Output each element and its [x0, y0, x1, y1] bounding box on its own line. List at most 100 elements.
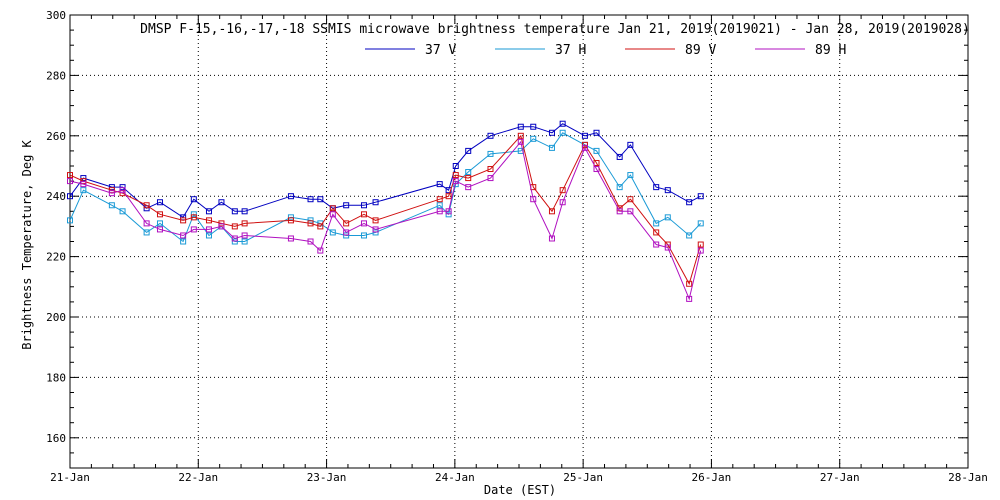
data-point	[329, 205, 336, 212]
axis-ticks: 21-Jan 22-Jan 23-Jan 24-Jan 25-Jan 26-Jan 27-J…	[46, 9, 988, 484]
data-point	[593, 159, 600, 166]
data-point	[372, 226, 379, 233]
series-line	[69, 140, 702, 301]
data-point	[231, 235, 238, 242]
series-89-h	[67, 138, 704, 302]
data-point	[317, 223, 324, 230]
data-point	[372, 217, 379, 224]
data-point	[329, 229, 336, 236]
data-point	[559, 120, 566, 127]
data-point	[287, 214, 294, 221]
data-point	[452, 172, 459, 179]
x-tick-label: 25-Jan	[563, 471, 603, 484]
data-point	[156, 226, 163, 233]
x-tick-label: 24-Jan	[435, 471, 475, 484]
legend-label: 37 V	[425, 43, 456, 58]
data-point	[517, 138, 524, 145]
data-point	[218, 199, 225, 206]
data-point	[548, 235, 555, 242]
data-point	[108, 187, 115, 194]
data-point	[436, 208, 443, 215]
data-point	[436, 181, 443, 188]
y-tick-label: 260	[46, 130, 66, 143]
data-point	[67, 178, 73, 185]
data-point	[653, 220, 660, 227]
data-point	[627, 141, 634, 148]
data-point	[465, 184, 472, 191]
data-point	[653, 229, 660, 236]
data-point	[80, 187, 87, 194]
data-point	[108, 202, 115, 209]
data-point	[205, 217, 212, 224]
data-point	[317, 247, 324, 254]
data-point	[205, 208, 212, 215]
data-point	[593, 129, 600, 136]
data-point	[231, 223, 238, 230]
data-point	[156, 199, 163, 206]
data-point	[360, 232, 367, 239]
data-point	[593, 147, 600, 154]
data-point	[108, 190, 115, 197]
data-point	[218, 223, 225, 230]
chart-title: DMSP F-15,-16,-17,-18 SSMIS microwave br…	[140, 22, 970, 37]
chart-grid	[70, 15, 968, 468]
y-tick-label: 220	[46, 251, 66, 264]
x-tick-label: 27-Jan	[820, 471, 860, 484]
data-point	[616, 153, 623, 160]
data-point	[653, 184, 660, 191]
data-point	[205, 226, 212, 233]
data-point	[465, 175, 472, 182]
data-point	[80, 181, 87, 188]
legend: 37 V 37 H 89 V 89 H	[365, 43, 846, 58]
x-tick-label: 28-Jan	[948, 471, 988, 484]
data-point	[307, 217, 314, 224]
data-point	[616, 208, 623, 215]
data-point	[616, 184, 623, 191]
data-point	[697, 220, 704, 227]
data-point	[67, 217, 73, 224]
data-point	[156, 220, 163, 227]
data-point	[445, 211, 452, 218]
series-line	[69, 123, 701, 219]
y-tick-label: 240	[46, 190, 66, 203]
data-point	[180, 217, 187, 224]
data-point	[548, 208, 555, 215]
data-point	[487, 150, 494, 157]
data-point	[530, 135, 537, 142]
data-point	[593, 166, 600, 173]
data-point	[360, 202, 367, 209]
data-point	[627, 208, 634, 215]
data-point	[190, 214, 197, 221]
data-point	[190, 226, 197, 233]
legend-item: 37 H	[495, 43, 586, 58]
data-point	[686, 295, 693, 302]
data-point	[559, 187, 566, 194]
legend-label: 89 V	[685, 43, 716, 58]
data-point	[452, 178, 459, 185]
x-axis-title: Date (EST)	[484, 483, 556, 497]
data-point	[697, 193, 704, 200]
data-point	[143, 220, 150, 227]
data-point	[465, 147, 472, 154]
data-point	[360, 220, 367, 227]
data-point	[664, 214, 671, 221]
data-point	[452, 163, 459, 169]
y-tick-label: 180	[46, 371, 66, 384]
legend-label: 89 H	[815, 43, 846, 58]
data-point	[627, 172, 634, 179]
data-point	[445, 193, 452, 200]
data-point	[343, 220, 350, 227]
data-point	[307, 238, 314, 245]
data-point	[343, 229, 350, 236]
data-point	[530, 196, 537, 203]
y-tick-label: 300	[46, 9, 66, 22]
data-point	[67, 193, 73, 200]
data-point	[559, 199, 566, 206]
data-point	[67, 172, 73, 179]
series-89-v	[67, 132, 704, 287]
data-point	[241, 238, 248, 245]
legend-item: 89 V	[625, 43, 716, 58]
data-point	[686, 199, 693, 206]
data-point	[445, 208, 452, 215]
data-point	[287, 193, 294, 200]
